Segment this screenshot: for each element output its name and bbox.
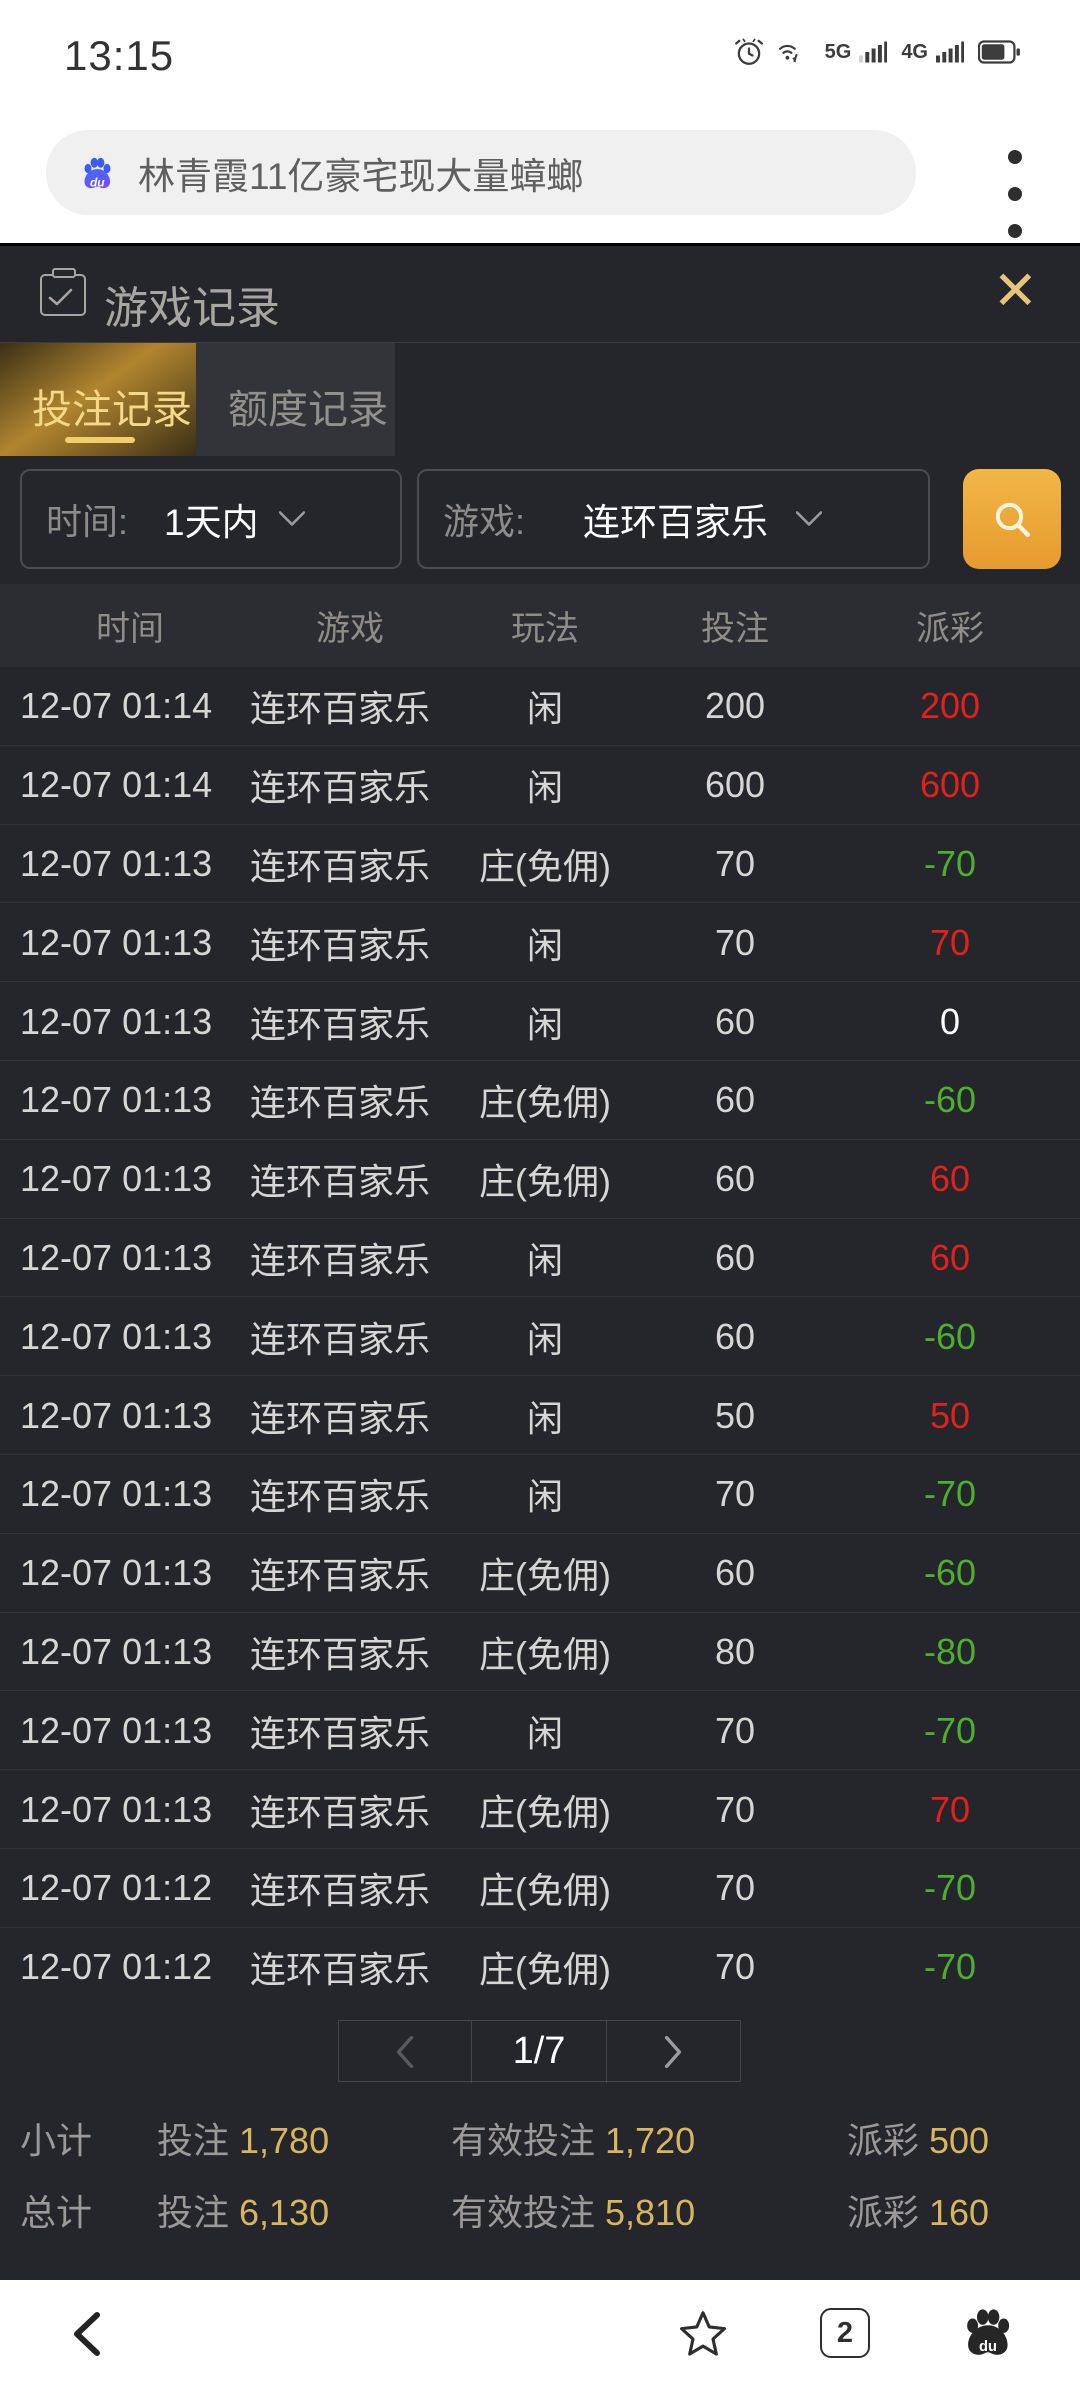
svg-text:du: du xyxy=(979,2339,997,2355)
svg-text:du: du xyxy=(90,175,105,189)
